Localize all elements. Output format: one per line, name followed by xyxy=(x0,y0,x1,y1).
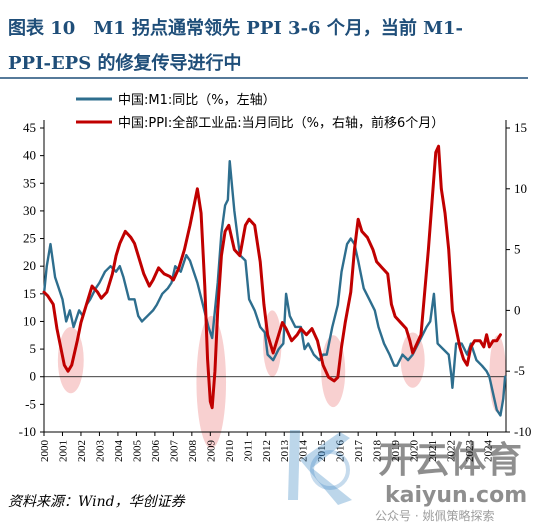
highlight-ellipse-0 xyxy=(57,326,84,394)
highlight-ellipse-1 xyxy=(196,315,227,449)
x-tick-label-8: 2008 xyxy=(187,440,199,463)
left-tick-label-11: 45 xyxy=(23,120,36,135)
legend-m1-label: 中国:M1:同比（%，左轴） xyxy=(118,93,276,108)
right-tick-label-1: -5 xyxy=(514,363,525,378)
left-tick-label-7: 25 xyxy=(23,231,36,246)
highlight-ellipse-4 xyxy=(400,332,425,388)
x-tick-label-19: 2019 xyxy=(390,440,402,463)
left-tick-label-2: 0 xyxy=(30,369,37,384)
x-tick-label-14: 2014 xyxy=(298,440,310,463)
x-tick-label-11: 2011 xyxy=(242,440,254,462)
x-tick-label-16: 2016 xyxy=(335,440,347,463)
x-tick-label-4: 2004 xyxy=(113,440,125,463)
x-tick-label-17: 2017 xyxy=(353,440,365,463)
right-tick-label-5: 15 xyxy=(514,120,527,135)
x-tick-label-6: 2006 xyxy=(150,440,162,463)
x-tick-label-21: 2021 xyxy=(427,440,439,462)
chart-title-line2: PPI-EPS 的修复传导进行中 xyxy=(8,52,241,74)
left-tick-label-9: 35 xyxy=(23,175,36,190)
left-tick-label-5: 15 xyxy=(23,286,36,301)
left-tick-label-6: 20 xyxy=(23,258,36,273)
left-tick-label-0: -10 xyxy=(19,424,36,439)
x-tick-label-12: 2012 xyxy=(261,440,273,462)
watermark-brand-cn: 开云体育 xyxy=(378,440,522,481)
watermark-tag: 公众号 · 姚佩策略探索 xyxy=(375,508,494,523)
series-lines xyxy=(42,144,507,417)
legend: 中国:M1:同比（%，左轴） 中国:PPI:全部工业品:当月同比（%，右轴，前移… xyxy=(76,93,444,131)
axes: -10 -5 0 5 10 15 20 25 30 35 40 45 -10 -5 0 5 10 15 2000 20… xyxy=(19,120,531,463)
left-tick-label-4: 10 xyxy=(23,313,36,328)
right-tick-label-0: -10 xyxy=(514,424,531,439)
right-tick-label-3: 5 xyxy=(514,242,521,257)
x-tick-label-20: 2020 xyxy=(409,440,421,463)
x-tick-label-3: 2003 xyxy=(94,440,106,463)
x-tick-label-2: 2002 xyxy=(76,440,88,462)
left-tick-label-3: 5 xyxy=(30,341,37,356)
left-tick-label-8: 30 xyxy=(23,203,36,218)
x-tick-label-13: 2013 xyxy=(279,440,291,463)
x-tick-label-23: 2023 xyxy=(464,440,476,463)
x-tick-label-9: 2009 xyxy=(205,440,217,463)
x-tick-label-24: 2024 xyxy=(483,440,495,463)
source-note: 资料来源：Wind，华创证券 xyxy=(8,494,186,510)
watermark: 开云体育 kaiyun.com 公众号 · 姚佩策略探索 xyxy=(288,430,527,523)
x-tick-label-15: 2015 xyxy=(316,440,328,463)
x-tick-label-10: 2010 xyxy=(224,440,236,463)
series-ppi-line xyxy=(42,144,502,410)
x-tick-label-1: 2001 xyxy=(57,440,69,462)
x-tick-label-5: 2005 xyxy=(131,440,143,463)
highlight-regions xyxy=(57,310,506,449)
watermark-logo-mark xyxy=(288,430,352,505)
chart-title-line1: 图表 10 M1 拐点通常领先 PPI 3-6 个月，当前 M1- xyxy=(8,17,463,39)
x-tick-label-0: 2000 xyxy=(39,440,51,463)
left-tick-label-10: 40 xyxy=(23,148,36,163)
x-tick-label-22: 2022 xyxy=(446,440,458,462)
legend-ppi-label: 中国:PPI:全部工业品:当月同比（%，右轴，前移6个月） xyxy=(118,115,444,131)
x-tick-label-7: 2007 xyxy=(168,440,180,463)
right-tick-label-4: 10 xyxy=(514,181,527,196)
watermark-brand-url: kaiyun.com xyxy=(385,483,527,508)
left-tick-label-1: -5 xyxy=(25,396,36,411)
x-tick-label-18: 2018 xyxy=(372,440,384,463)
series-m1-line xyxy=(42,159,507,417)
right-tick-label-2: 0 xyxy=(514,302,521,317)
